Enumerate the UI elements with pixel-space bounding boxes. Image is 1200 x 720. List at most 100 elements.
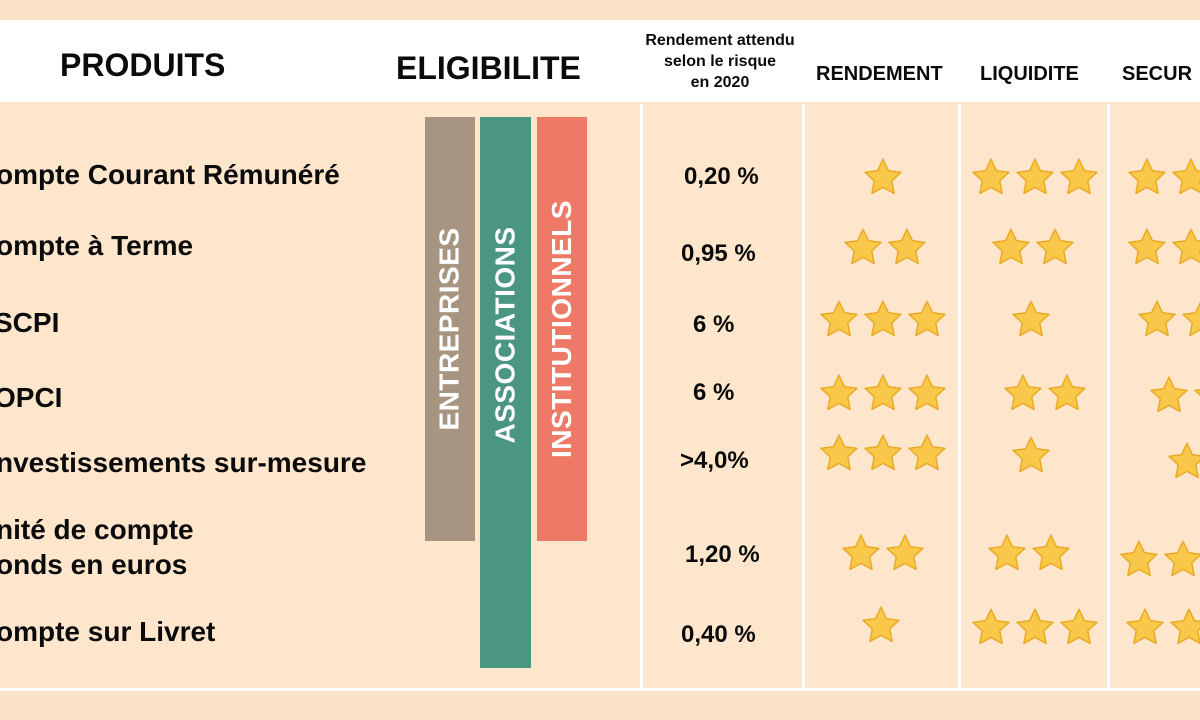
header-rendement-attendu-line: selon le risque <box>663 53 777 70</box>
star-icon <box>1194 388 1200 396</box>
rating-securite <box>1126 226 1200 268</box>
star-icon <box>1032 534 1070 571</box>
product-name: onds en euros <box>0 549 188 580</box>
rating-liquidite <box>970 156 1100 198</box>
eligibility-bar-institutionnels: INSTITUTIONNELS <box>537 117 587 541</box>
rating-rendement <box>840 532 926 574</box>
product-name: ompte à Terme <box>0 230 194 261</box>
star-icon <box>972 608 1010 645</box>
rating-securite <box>1118 538 1200 580</box>
star-icon <box>820 434 858 471</box>
eligibility-label: ASSOCIATIONS <box>489 225 521 444</box>
star-icon <box>1172 158 1200 195</box>
rating-rendement <box>818 432 948 474</box>
rate-value: 0,40 % <box>681 621 756 648</box>
star-icon <box>1164 540 1200 577</box>
header-rendement-attendu-line: en 2020 <box>690 74 750 91</box>
product-name: ompte sur Livret <box>0 616 216 647</box>
product-name: SCPI <box>0 307 60 338</box>
header-band <box>0 20 1200 102</box>
product-name: OPCI <box>0 382 63 413</box>
star-icon <box>842 534 880 571</box>
star-icon <box>864 300 902 337</box>
star-icon <box>864 374 902 411</box>
star-icon <box>1172 228 1200 265</box>
rating-liquidite <box>1010 434 1052 476</box>
star-icon <box>1128 158 1166 195</box>
header-produits: PRODUITS <box>60 47 226 83</box>
star-icon <box>1182 301 1200 337</box>
rating-rendement <box>860 604 902 646</box>
column-divider <box>802 104 805 688</box>
rating-rendement <box>818 298 948 340</box>
star-icon <box>864 158 902 195</box>
star-icon <box>862 606 900 643</box>
table-body <box>0 104 1200 688</box>
star-icon <box>1004 374 1042 411</box>
eligibility-label: INSTITUTIONNELS <box>546 200 578 458</box>
product-name: nvestissements sur-mesure <box>0 447 367 478</box>
rate-value: 0,20 % <box>684 163 759 190</box>
star-icon <box>908 434 946 471</box>
star-icon <box>988 534 1026 571</box>
star-icon <box>888 228 926 265</box>
rating-liquidite <box>970 606 1100 648</box>
star-icon <box>820 300 858 337</box>
header-eligibilite: ELIGIBILITE <box>396 50 581 86</box>
star-icon <box>908 374 946 411</box>
star-icon <box>1128 228 1166 265</box>
rating-rendement <box>818 372 948 414</box>
star-icon <box>1138 300 1176 337</box>
header-rendement: RENDEMENT <box>816 63 943 85</box>
star-icon <box>908 300 946 337</box>
rate-value: 6 % <box>693 311 735 338</box>
rating-liquidite <box>986 532 1072 574</box>
column-divider <box>958 104 961 688</box>
star-icon <box>1170 608 1200 645</box>
eligibility-bar-associations: ASSOCIATIONS <box>480 117 531 668</box>
eligibility-label: ENTREPRISES <box>434 227 466 431</box>
column-divider <box>640 104 643 688</box>
rating-securite <box>1166 440 1200 482</box>
star-icon <box>1060 608 1098 645</box>
rating-securite <box>1124 606 1200 648</box>
eligibility-bar-entreprises: ENTREPRISES <box>425 117 475 541</box>
star-icon <box>1048 374 1086 411</box>
header-rendement-attendu: Rendement attendu selon le risque en 202… <box>620 30 820 93</box>
product-name: nité de compte <box>0 514 194 545</box>
star-icon <box>1016 608 1054 645</box>
star-icon <box>844 228 882 265</box>
rating-securite <box>1148 374 1200 416</box>
star-icon <box>864 434 902 471</box>
header-rendement-attendu-line: Rendement attendu <box>645 32 795 49</box>
star-icon <box>1012 436 1050 473</box>
star-icon <box>972 158 1010 195</box>
rating-liquidite <box>1002 372 1088 414</box>
rating-rendement <box>862 156 904 198</box>
star-icon <box>1150 376 1188 413</box>
rate-value: 0,95 % <box>681 240 756 267</box>
column-divider <box>1107 104 1110 688</box>
rate-value: 1,20 % <box>685 541 760 568</box>
rating-securite <box>1136 298 1200 340</box>
star-icon <box>1036 228 1074 265</box>
star-icon <box>1168 442 1200 479</box>
rate-value: >4,0% <box>680 447 749 474</box>
star-icon <box>820 374 858 411</box>
rating-securite <box>1126 156 1200 198</box>
rating-rendement <box>842 226 928 268</box>
star-icon <box>1060 158 1098 195</box>
rating-liquidite <box>990 226 1076 268</box>
header-liquidite: LIQUIDITE <box>980 63 1079 85</box>
rating-liquidite <box>1010 298 1052 340</box>
header-securite: SECUR <box>1122 63 1193 85</box>
star-icon <box>886 534 924 571</box>
star-icon <box>1012 300 1050 337</box>
product-name: ompte Courant Rémunéré <box>0 159 340 190</box>
rate-value: 6 % <box>693 379 735 406</box>
star-icon <box>992 228 1030 265</box>
star-icon <box>1120 540 1158 577</box>
bottom-divider <box>0 688 1200 691</box>
star-icon <box>1126 608 1164 645</box>
star-icon <box>1016 158 1054 195</box>
